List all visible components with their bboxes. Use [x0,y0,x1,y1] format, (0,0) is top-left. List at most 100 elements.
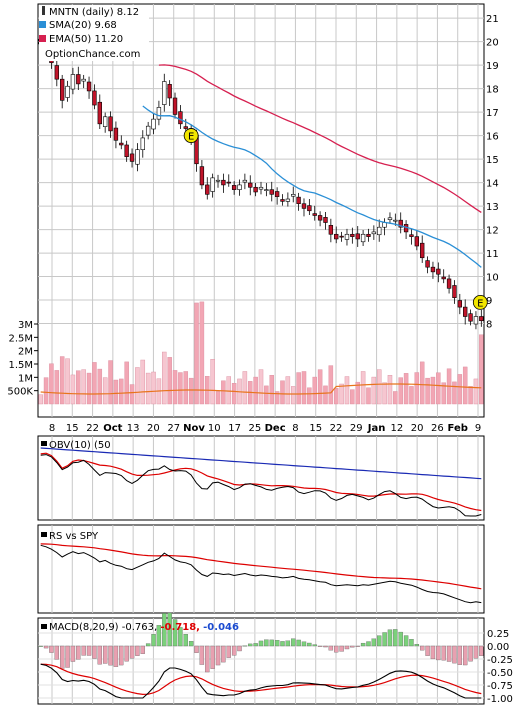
candle-body [156,107,162,120]
candle-body [274,191,280,197]
macd-histogram-bar [301,641,307,647]
volume-bar [102,377,108,405]
macd-tick-label: -0.25 [487,655,513,666]
candle-body [339,235,344,238]
macd-histogram-bar [119,645,124,666]
price-tick-label: 8 [486,320,492,331]
macd-histogram-bar [135,645,140,656]
volume-bar [59,356,65,405]
macd-histogram-bar [221,645,226,663]
macd-histogram-bar [312,644,317,647]
candle-body [350,233,355,237]
macd-histogram-bar [296,639,301,647]
volume-tick-label: 1M [18,373,33,384]
obv-legend-swatch [41,441,47,446]
candle-body [285,198,291,202]
rs-panel-frame [37,524,485,614]
macd-histogram-bar [463,645,468,666]
candle-body [129,153,135,162]
macd-histogram-bar [371,638,377,647]
macd-histogram-bar [355,645,360,647]
candle-body [317,215,323,221]
candle-body [140,137,145,150]
volume-tick-label: 1.5M [8,360,33,371]
macd-histogram-bar [167,612,172,647]
macd-histogram-bar [199,645,205,665]
rs-label: RS vs SPY [49,531,99,542]
watermark: OptionChance.com [45,49,140,60]
candle-body [113,127,119,141]
macd-axis: 0.25 0.00 -0.25 -0.50 -0.75 -1.00 [487,629,513,705]
candle-body [430,266,436,273]
volume-bar [242,371,248,405]
macd-histogram-bar [436,645,441,661]
macd-histogram-bar [231,645,237,656]
obv-average-line [40,452,482,512]
volume-bar [172,370,178,405]
volume-bar [441,382,446,405]
macd-histogram-bar [377,635,382,647]
volume-bar [382,382,387,405]
candle-body [301,203,307,209]
price-tick-label: 17 [486,108,499,119]
volume-bar [226,376,232,405]
macd-histogram-bar [140,645,145,654]
candle-body [92,90,97,106]
volume-bar [323,385,328,405]
candle-body [54,65,59,80]
candle-body [420,242,425,259]
candle-body [237,184,242,190]
volume-bar [452,381,457,405]
macd-histogram-bar [387,629,393,647]
date-tick-label: 17 [228,423,241,434]
candle-body [387,217,393,220]
candle-body [344,233,350,240]
earnings-marker-label: E [188,132,194,143]
volume-bar [178,372,183,405]
candle-body [151,118,156,130]
price-grid [38,4,484,417]
macd-histogram-bar [317,645,323,647]
volume-bar [145,372,151,405]
date-tick-label: 12 [390,423,403,434]
earnings-markers: EE [183,128,488,310]
volume-bar [151,371,156,405]
candle-body [167,84,172,99]
price-tick-label: 18 [486,85,499,96]
rs-lines [40,543,482,604]
macd-histogram-bar [473,645,479,659]
obv-panel-frame [37,435,485,521]
macd-tick-label: -1.00 [487,694,513,705]
price-tick-label: 21 [486,14,499,25]
candle-body [231,185,237,190]
macd-panel: 0.25 0.00 -0.25 -0.50 -0.75 -1.00 MACD(8,20,9… [37,612,513,705]
macd-histogram-bar [334,645,339,653]
sma20-line [142,105,482,268]
volume-tick-label: 3M [18,320,33,331]
macd-histogram-bar [102,645,108,664]
candle-body [178,111,183,125]
obv-panel: OBV(10) (50 [37,435,485,521]
macd-histogram-bar [151,634,156,647]
date-tick-label: 9 [475,423,481,434]
volume-bar [376,369,382,405]
volume-bar [317,369,323,405]
rs-line [40,544,482,604]
legend: MNTN (daily) 8.12 SMA(20) 9.68 EMA(50) 1… [39,5,149,61]
macd-histogram-bar [323,645,328,648]
macd-histogram-bar [172,619,178,647]
macd-histogram-bar [280,641,285,647]
volume-tick-label: 2.5M [8,333,33,344]
volume-bar [215,391,221,405]
candle-body [377,226,382,236]
volume-bar [479,334,484,405]
candle-body [226,181,231,184]
macd-histogram-bar [65,645,70,668]
price-tick-label: 10 [486,273,499,284]
rs-panel: RS vs SPY [37,524,485,614]
candle-body [414,236,420,247]
obv-long-average-line [40,447,482,480]
legend-swatch-ema [39,35,46,42]
macd-histogram-bar [129,645,135,659]
candle-body [108,116,113,132]
